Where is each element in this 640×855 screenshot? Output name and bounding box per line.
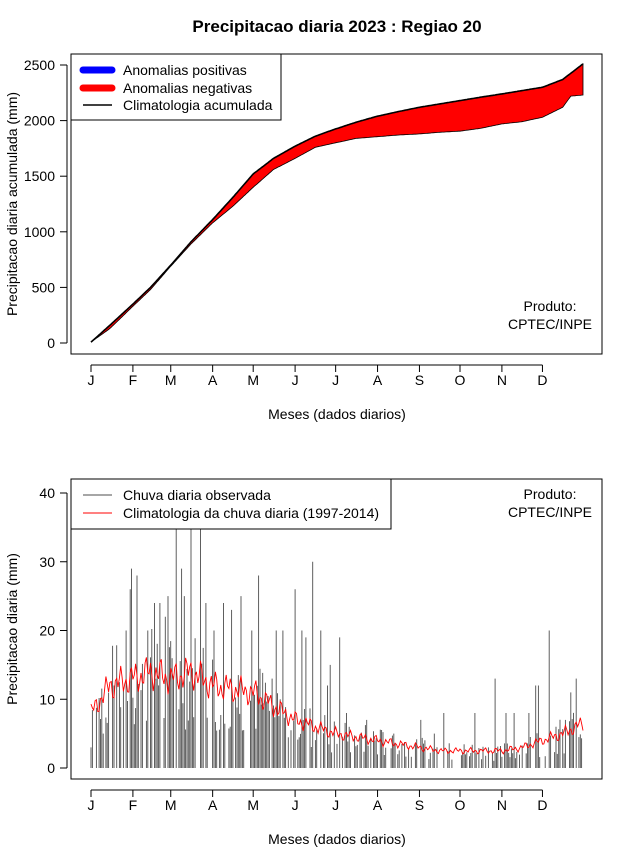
x-tick-label: O: [455, 797, 466, 813]
daily-chart: 0 10 20 30 40 J F M A M J J A S O N D Meses (dados diar…: [4, 478, 603, 847]
y-axis-label: Precipitacao diaria acumulada (mm): [4, 92, 20, 316]
observed-rain-bars: [90, 520, 583, 768]
x-tick-label: A: [208, 797, 218, 813]
y-tick-label: 20: [39, 623, 55, 639]
x-tick-label: M: [165, 797, 177, 813]
x-tick-label: N: [497, 797, 507, 813]
y-tick-label: 1500: [24, 168, 55, 184]
legend-observed-label: Chuva diaria observada: [123, 487, 271, 503]
x-tick-label: S: [415, 797, 424, 813]
x-tick-label: D: [537, 797, 547, 813]
legend: Chuva diaria observada Climatologia da c…: [70, 478, 392, 530]
x-tick-label: J: [292, 797, 299, 813]
y-axis: 0 500 1000 1500 2000 2500: [24, 57, 68, 351]
y-axis: 0 10 20 30 40: [39, 485, 68, 776]
x-axis-label: Meses (dados diarios): [268, 831, 406, 847]
climatology-daily-line: [90, 657, 584, 755]
x-tick-label: J: [88, 797, 95, 813]
x-tick-label: J: [88, 372, 95, 388]
x-tick-label: M: [165, 372, 177, 388]
x-tick-label: N: [497, 372, 507, 388]
y-axis-label: Precipitacao diaria (mm): [4, 553, 20, 705]
x-tick-label: J: [332, 372, 339, 388]
cumulative-chart: 0 500 1000 1500 2000 2500 J F M A M J J A S O N D Meses …: [4, 53, 603, 422]
figure-title: Precipitacao diaria 2023 : Regiao 20: [192, 17, 481, 36]
legend-positive-label: Anomalias positivas: [123, 62, 247, 78]
x-tick-label: A: [373, 372, 383, 388]
x-tick-label: J: [292, 372, 299, 388]
product-source: CPTEC/INPE: [508, 316, 592, 332]
x-tick-label: M: [247, 797, 259, 813]
x-tick-label: D: [537, 372, 547, 388]
product-label: Produto:: [524, 298, 577, 314]
legend-climatology-label: Climatologia acumulada: [123, 97, 273, 113]
y-tick-label: 500: [32, 279, 56, 295]
x-tick-label: M: [247, 372, 259, 388]
x-tick-label: J: [332, 797, 339, 813]
y-tick-label: 0: [47, 760, 55, 776]
product-label: Produto:: [524, 486, 577, 502]
y-tick-label: 2500: [24, 57, 55, 73]
y-tick-label: 40: [39, 485, 55, 501]
x-tick-label: O: [455, 372, 466, 388]
y-tick-label: 2000: [24, 113, 55, 129]
x-tick-label: A: [373, 797, 383, 813]
x-tick-label: A: [208, 372, 218, 388]
y-tick-label: 1000: [24, 224, 55, 240]
x-tick-label: S: [415, 372, 424, 388]
legend-box: [70, 478, 392, 530]
plot-frame: [70, 53, 603, 355]
y-tick-label: 10: [39, 691, 55, 707]
legend: Anomalias positivas Anomalias negativas …: [70, 53, 282, 121]
product-source: CPTEC/INPE: [508, 504, 592, 520]
x-tick-label: F: [129, 372, 138, 388]
climatology-cumulative-line: [90, 63, 584, 343]
x-axis-label: Meses (dados diarios): [268, 406, 406, 422]
legend-negative-label: Anomalias negativas: [123, 80, 252, 96]
y-tick-label: 0: [47, 335, 55, 351]
x-tick-label: F: [129, 797, 138, 813]
y-tick-label: 30: [39, 554, 55, 570]
legend-climatology-label: Climatologia da chuva diaria (1997-2014): [123, 505, 379, 521]
